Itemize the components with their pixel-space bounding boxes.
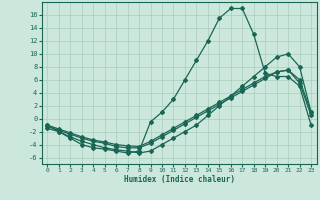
X-axis label: Humidex (Indice chaleur): Humidex (Indice chaleur) [124,175,235,184]
